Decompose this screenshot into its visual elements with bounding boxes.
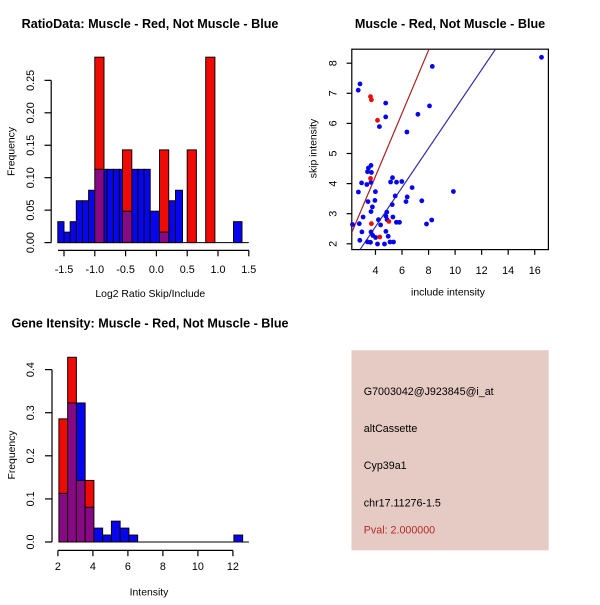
svg-text:0.2: 0.2 <box>25 448 37 463</box>
svg-text:include intensity: include intensity <box>411 288 486 299</box>
svg-text:4: 4 <box>372 265 378 277</box>
svg-text:0.10: 0.10 <box>25 167 37 188</box>
svg-text:0.00: 0.00 <box>25 232 37 253</box>
svg-text:7: 7 <box>327 90 339 96</box>
svg-text:12: 12 <box>476 265 488 277</box>
svg-text:-0.5: -0.5 <box>116 264 135 276</box>
svg-text:Frequency: Frequency <box>7 430 18 480</box>
svg-text:altCassette: altCassette <box>364 423 418 435</box>
svg-text:10: 10 <box>449 265 461 277</box>
svg-text:4: 4 <box>90 561 96 573</box>
svg-text:5: 5 <box>327 150 339 156</box>
svg-text:2: 2 <box>327 241 339 247</box>
svg-text:0.0: 0.0 <box>149 264 164 276</box>
svg-text:Intensity: Intensity <box>130 588 170 599</box>
svg-text:0.0: 0.0 <box>25 534 37 549</box>
svg-text:0.25: 0.25 <box>25 70 37 91</box>
svg-text:0.15: 0.15 <box>25 135 37 156</box>
svg-text:-1.0: -1.0 <box>85 264 104 276</box>
svg-text:1.0: 1.0 <box>210 264 225 276</box>
svg-text:0.3: 0.3 <box>25 405 37 420</box>
svg-text:Pval: 2.000000: Pval: 2.000000 <box>364 524 435 536</box>
svg-text:3: 3 <box>327 211 339 217</box>
svg-text:0.5: 0.5 <box>180 264 195 276</box>
svg-text:Frequency: Frequency <box>6 126 17 176</box>
svg-text:Gene Itensity: Muscle - Red, N: Gene Itensity: Muscle - Red, Not Muscle … <box>11 317 288 331</box>
svg-text:0.20: 0.20 <box>25 102 37 123</box>
svg-text:skip intensity: skip intensity <box>308 118 319 178</box>
svg-text:6: 6 <box>327 120 339 126</box>
svg-text:6: 6 <box>125 561 131 573</box>
svg-text:0.4: 0.4 <box>25 362 37 377</box>
svg-text:6: 6 <box>399 265 405 277</box>
svg-text:Muscle - Red, Not Muscle - Blu: Muscle - Red, Not Muscle - Blue <box>355 17 545 31</box>
svg-text:RatioData: Muscle - Red, Not M: RatioData: Muscle - Red, Not Muscle - Bl… <box>22 17 279 31</box>
svg-text:14: 14 <box>502 265 514 277</box>
svg-text:Cyp39a1: Cyp39a1 <box>364 460 407 472</box>
svg-text:2: 2 <box>55 561 61 573</box>
svg-text:16: 16 <box>529 265 541 277</box>
svg-text:10: 10 <box>192 561 204 573</box>
svg-text:-1.5: -1.5 <box>55 264 74 276</box>
svg-text:0.05: 0.05 <box>25 200 37 221</box>
svg-text:12: 12 <box>227 561 239 573</box>
svg-text:G7003042@J923845@i_at: G7003042@J923845@i_at <box>364 386 494 398</box>
svg-text:4: 4 <box>327 181 339 187</box>
svg-text:chr17.11276-1.5: chr17.11276-1.5 <box>364 497 441 509</box>
svg-text:Log2 Ratio Skip/Include: Log2 Ratio Skip/Include <box>95 289 205 300</box>
svg-text:8: 8 <box>426 265 432 277</box>
svg-text:8: 8 <box>160 561 166 573</box>
svg-text:1.5: 1.5 <box>241 264 256 276</box>
svg-text:8: 8 <box>327 60 339 66</box>
svg-text:0.1: 0.1 <box>25 491 37 506</box>
